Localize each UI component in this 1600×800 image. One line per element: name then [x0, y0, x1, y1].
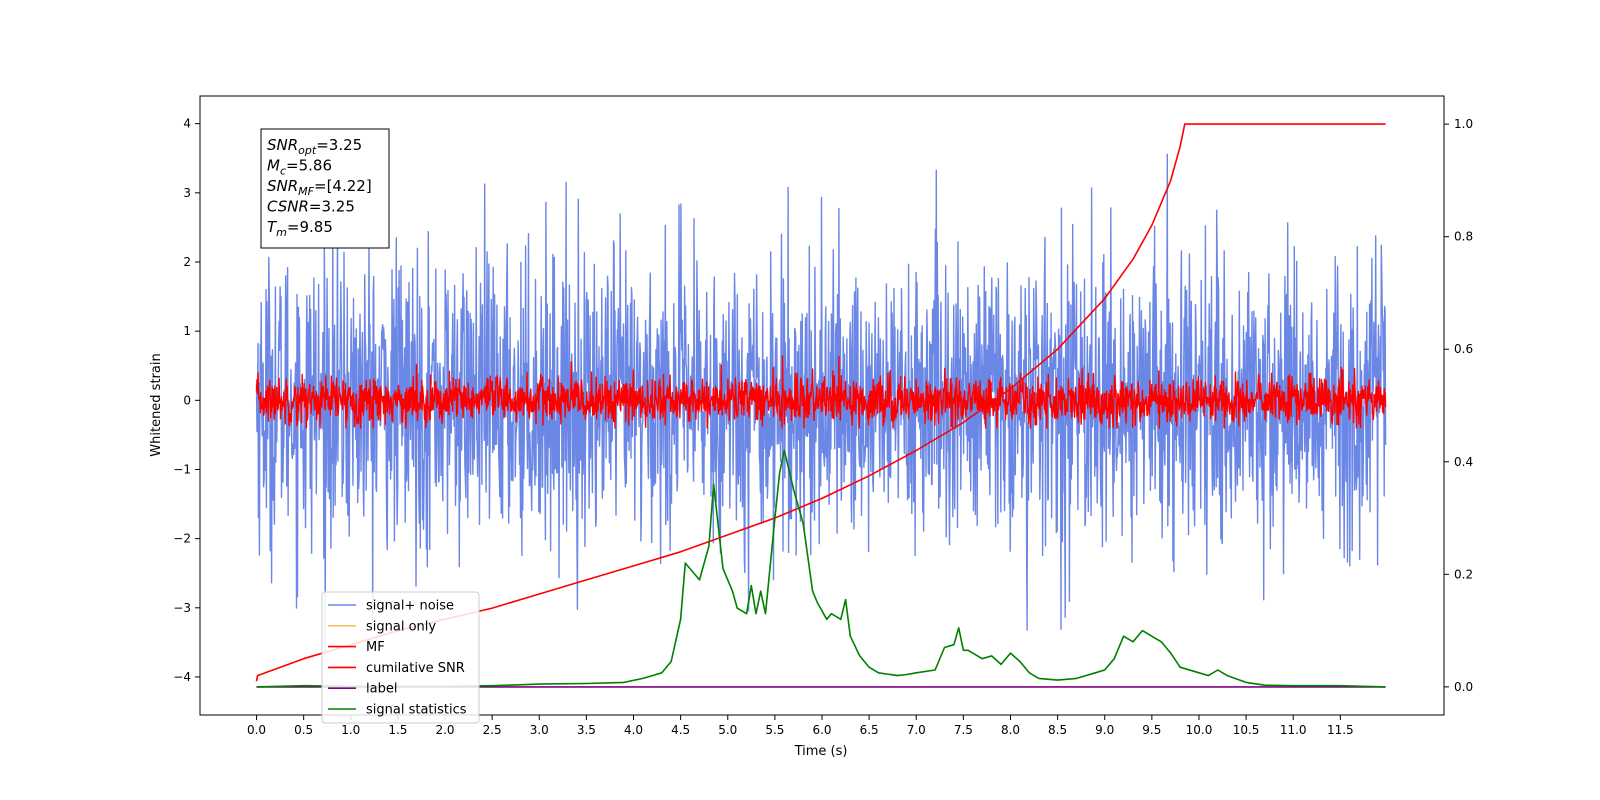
x-tick-label: 11.5 — [1327, 723, 1354, 737]
legend-label: cumilative SNR — [366, 661, 465, 676]
x-tick-label: 9.0 — [1095, 723, 1114, 737]
x-axis: 0.0 0.5 1.0 1.5 2.0 2.5 3.0 3.5 4.0 4.5 5.0 5.5 6.0 6… — [247, 715, 1354, 737]
legend-label: signal+ noise — [366, 599, 454, 614]
x-tick-label: 11.0 — [1280, 723, 1307, 737]
x-tick-label: 8.5 — [1048, 723, 1067, 737]
legend: signal+ noise signal only MF cumilative SNR… — [321, 591, 480, 724]
annotation-line: CSNR=3.25 — [267, 198, 355, 216]
x-tick-label: 3.0 — [530, 723, 549, 737]
y-left-tick-label: −2 — [173, 532, 191, 546]
y-axis-label: Whitened strain — [149, 353, 164, 456]
x-tick-label: 2.0 — [435, 723, 454, 737]
legend-label: MF — [366, 640, 385, 655]
y-axis-right: 0.0 0.2 0.4 0.6 0.8 1.0 — [1444, 117, 1473, 694]
legend-label: signal only — [366, 619, 436, 634]
y-right-tick-label: 0.2 — [1454, 567, 1473, 581]
x-axis-label: Time (s) — [794, 744, 848, 759]
y-left-tick-label: −3 — [173, 601, 191, 615]
y-right-tick-label: 0.4 — [1454, 455, 1473, 469]
x-tick-label: 4.0 — [624, 723, 643, 737]
x-tick-label: 7.5 — [954, 723, 973, 737]
x-tick-label: 8.0 — [1001, 723, 1020, 737]
x-tick-label: 4.5 — [671, 723, 690, 737]
y-left-tick-label: 4 — [183, 117, 191, 131]
legend-frame — [321, 591, 480, 724]
x-tick-label: 6.0 — [812, 723, 831, 737]
series-line-signal-statistics — [256, 449, 1386, 688]
legend-label: signal statistics — [366, 703, 467, 718]
annotation-line: Tm=9.85 — [267, 218, 333, 239]
x-tick-label: 3.5 — [577, 723, 596, 737]
x-tick-label: 2.5 — [483, 723, 502, 737]
y-right-tick-label: 0.6 — [1454, 342, 1473, 356]
y-left-tick-label: −4 — [173, 670, 191, 684]
y-right-tick-label: 1.0 — [1454, 117, 1473, 131]
x-tick-label: 10.5 — [1233, 723, 1260, 737]
x-tick-label: 5.5 — [765, 723, 784, 737]
annotation-line: SNRopt=3.25 — [267, 136, 362, 157]
x-tick-label: 1.0 — [341, 723, 360, 737]
x-tick-label: 10.0 — [1186, 723, 1213, 737]
x-tick-label: 5.0 — [718, 723, 737, 737]
annotation-line: Mc=5.86 — [267, 157, 332, 178]
annotation-frame — [260, 128, 390, 249]
y-left-tick-label: −1 — [173, 462, 191, 476]
y-left-tick-label: 3 — [183, 186, 191, 200]
y-right-tick-label: 0.8 — [1454, 230, 1473, 244]
x-tick-label: 0.5 — [294, 723, 313, 737]
y-axis-left: −4 −3 −2 −1 0 1 2 3 4 — [173, 117, 200, 684]
x-tick-label: 9.5 — [1142, 723, 1161, 737]
y-left-tick-label: 1 — [183, 324, 191, 338]
x-tick-label: 7.0 — [907, 723, 926, 737]
annotation-line: SNRMF=[4.22] — [267, 177, 372, 198]
legend-label: label — [366, 682, 397, 697]
x-tick-label: 0.0 — [247, 723, 266, 737]
series-line-mf — [255, 355, 1387, 429]
y-left-tick-label: 2 — [183, 255, 191, 269]
y-left-tick-label: 0 — [183, 393, 191, 407]
x-tick-label: 1.5 — [388, 723, 407, 737]
y-right-tick-label: 0.0 — [1454, 680, 1473, 694]
x-tick-label: 6.5 — [860, 723, 879, 737]
